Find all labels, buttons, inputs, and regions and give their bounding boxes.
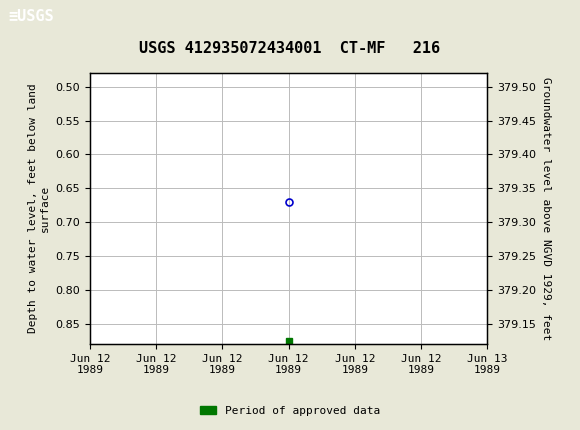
Text: USGS 412935072434001  CT-MF   216: USGS 412935072434001 CT-MF 216 xyxy=(139,41,441,56)
Legend: Period of approved data: Period of approved data xyxy=(195,401,385,420)
Text: ≡USGS: ≡USGS xyxy=(9,9,55,24)
Y-axis label: Depth to water level, feet below land
surface: Depth to water level, feet below land su… xyxy=(28,84,50,333)
Y-axis label: Groundwater level above NGVD 1929, feet: Groundwater level above NGVD 1929, feet xyxy=(542,77,552,340)
